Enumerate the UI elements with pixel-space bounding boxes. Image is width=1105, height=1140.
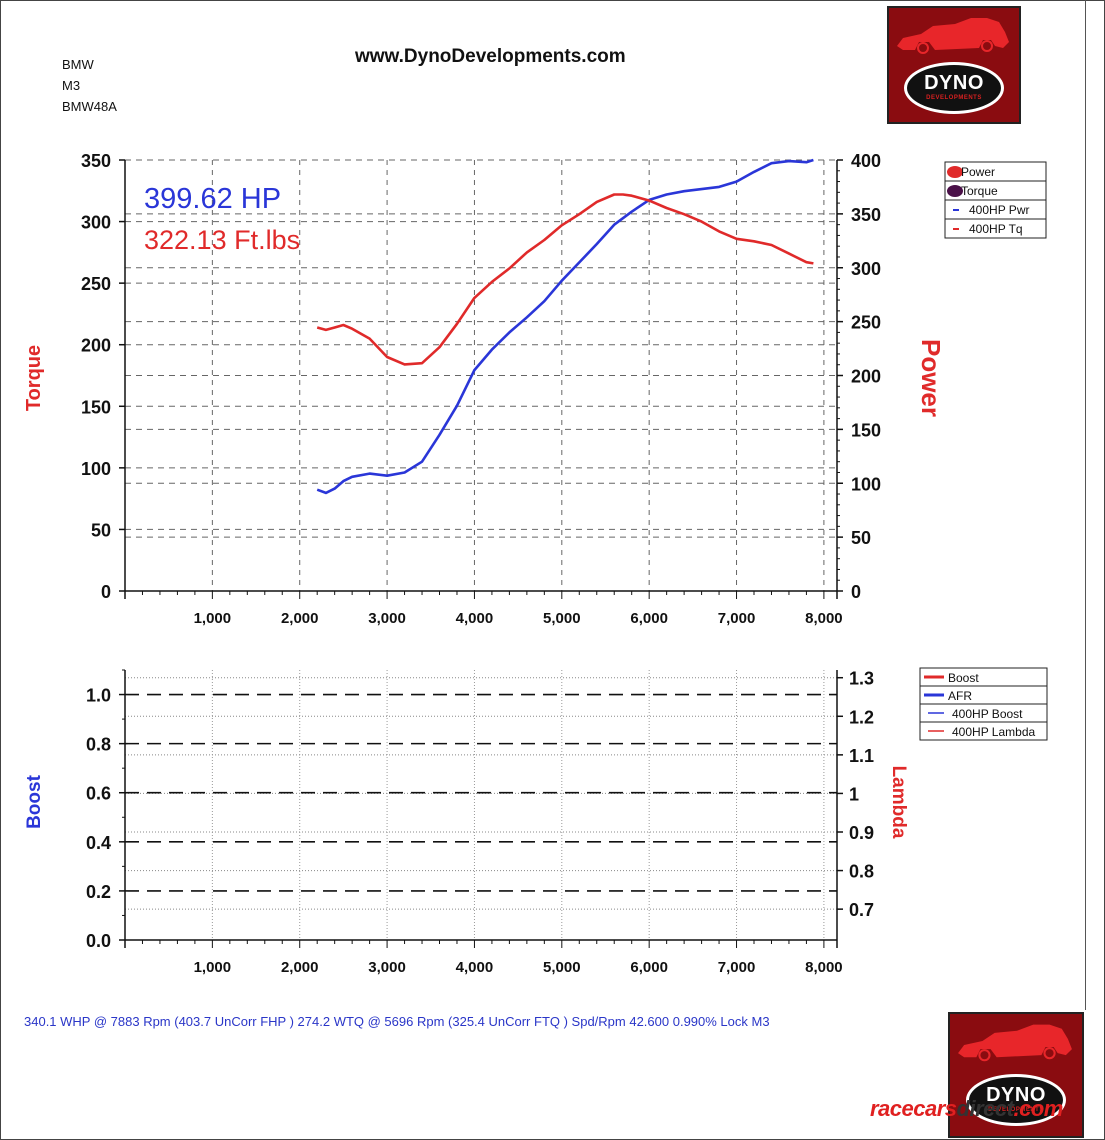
legend-label: Torque [961,184,998,198]
legend-label: Boost [948,671,979,685]
y-left-tick-label: 200 [81,336,111,356]
legend-label: Power [961,165,995,179]
y-right-tick-label: 350 [851,205,881,225]
watermark: racecarsdirect.com [870,1096,1063,1122]
vehicle-make: BMW [62,57,94,72]
x-tick-label: 7,000 [718,610,756,627]
y-left-tick-label: 300 [81,213,111,233]
y-right-tick-label: 400 [851,151,881,171]
y-left-tick-label: 0.6 [86,784,111,804]
y-left-tick-label: 350 [81,151,111,171]
watermark-part2: direct [956,1096,1014,1121]
peak-torque-label: 322.13 Ft.lbs [144,225,300,255]
x-tick-label: 4,000 [456,959,494,976]
frame-divider [1085,0,1086,1010]
y-left-tick-label: 50 [91,520,111,540]
x-tick-label: 4,000 [456,610,494,627]
y-right-axis-title: Lambda [888,766,909,839]
y-left-axis-title: Boost [24,774,45,829]
race-car-icon [958,1024,1072,1062]
y-right-tick-label: 1 [849,784,859,804]
y-right-axis-title: Power [916,339,946,417]
x-tick-label: 7,000 [718,959,756,976]
legend-marker [947,185,963,197]
vehicle-run-id: BMW48A [62,99,117,114]
legend-label: 400HP Lambda [952,725,1036,739]
logo-word: DYNO [924,72,984,94]
logo-sub: DEVELOPMENTS [926,95,982,101]
peak-hp-label: 399.62 HP [144,183,281,215]
vehicle-info: BMW M3 BMW48A [62,54,117,117]
y-right-tick-label: 300 [851,259,881,279]
legend-label: 400HP Pwr [969,203,1029,217]
y-right-tick-label: 1.3 [849,669,874,689]
x-tick-label: 3,000 [368,610,406,627]
y-left-tick-label: 0.8 [86,735,111,755]
x-tick-label: 1,000 [194,959,232,976]
legend-marker [947,166,963,178]
y-left-tick-label: 0 [101,582,111,602]
x-tick-label: 6,000 [630,610,668,627]
x-tick-label: 6,000 [630,959,668,976]
y-left-tick-label: 0.2 [86,882,111,902]
x-tick-label: 1,000 [194,610,232,627]
y-left-tick-label: 0.4 [86,833,111,853]
logo-word: DYNO [986,1084,1046,1106]
y-right-tick-label: 200 [851,367,881,387]
watermark-part1: racecars [870,1096,957,1121]
y-right-tick-label: 150 [851,420,881,440]
y-left-tick-label: 150 [81,397,111,417]
y-right-tick-label: 100 [851,474,881,494]
legend-box [944,218,1047,239]
y-right-tick-label: 0.8 [849,862,874,882]
logo-badge: DYNO DEVELOPMENTS [904,62,1004,114]
x-tick-label: 2,000 [281,959,319,976]
x-tick-label: 5,000 [543,959,581,976]
x-tick-label: 8,000 [805,610,843,627]
legend-box [919,721,1048,741]
series-line-power [316,158,814,495]
x-tick-label: 5,000 [543,610,581,627]
y-right-tick-label: 250 [851,313,881,333]
y-right-tick-label: 0 [851,582,861,602]
legend-label: 400HP Boost [952,707,1023,721]
logo-badge: DYNO DEVELOPMENTS [966,1074,1066,1126]
watermark-part3: .com [1013,1096,1063,1121]
legend-label: 400HP Tq [969,222,1023,236]
y-right-tick-label: 1.2 [849,707,874,727]
y-left-tick-label: 250 [81,274,111,294]
y-left-tick-label: 0.0 [86,931,111,951]
dyno-logo-bottom: DYNO DEVELOPMENTS [948,1012,1084,1138]
dyno-logo-top: DYNO DEVELOPMENTS [887,6,1021,124]
y-left-axis-title: Torque [23,345,45,411]
y-left-tick-label: 100 [81,459,111,479]
y-right-tick-label: 1.1 [849,746,874,766]
legend-label: AFR [948,689,972,703]
site-url: www.DynoDevelopments.com [355,46,626,67]
y-left-tick-label: 1.0 [86,686,111,706]
x-tick-label: 8,000 [805,959,843,976]
run-summary: 340.1 WHP @ 7883 Rpm (403.7 UnCorr FHP )… [24,1014,770,1029]
race-car-icon [897,18,1009,54]
series-line-torque [316,193,814,366]
y-right-tick-label: 0.7 [849,900,874,920]
x-tick-label: 3,000 [368,959,406,976]
y-right-tick-label: 50 [851,528,871,548]
vehicle-model: M3 [62,78,81,93]
logo-sub: DEVELOPMENTS [988,1107,1044,1113]
x-tick-label: 2,000 [281,610,319,627]
y-right-tick-label: 0.9 [849,823,874,843]
